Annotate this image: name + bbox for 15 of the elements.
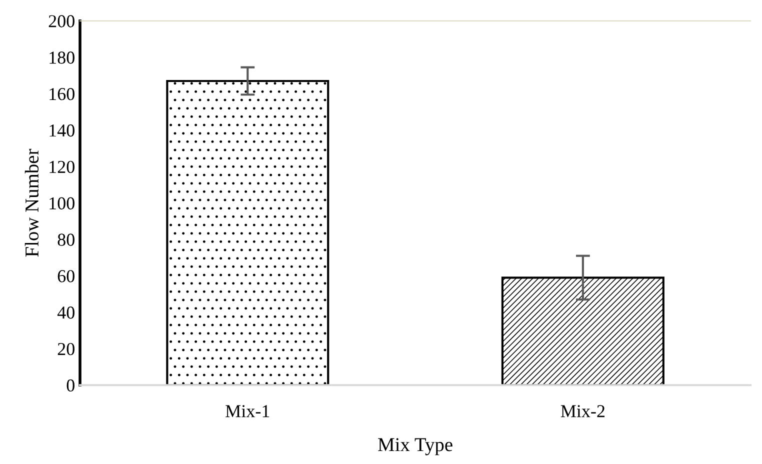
y-tick-label: 60 — [58, 270, 74, 282]
y-axis-title: Flow Number — [24, 148, 39, 257]
y-tick-label: 140 — [50, 124, 74, 137]
x-tick-label: Mix-1 — [226, 405, 270, 418]
y-tick-label: 200 — [48, 15, 74, 28]
y-tick-label: 20 — [58, 342, 74, 356]
x-axis-title: Mix Type — [378, 438, 452, 456]
y-tick-label: 100 — [50, 197, 74, 210]
y-tick-label: 80 — [58, 234, 74, 246]
y-tick-label: 160 — [50, 88, 74, 100]
y-tick-label: 120 — [50, 160, 74, 174]
x-tick-label: Mix-2 — [560, 405, 605, 418]
y-tick-label: 180 — [50, 52, 74, 64]
y-tick-label: 0 — [66, 379, 74, 392]
y-tick-label: 40 — [57, 306, 74, 319]
